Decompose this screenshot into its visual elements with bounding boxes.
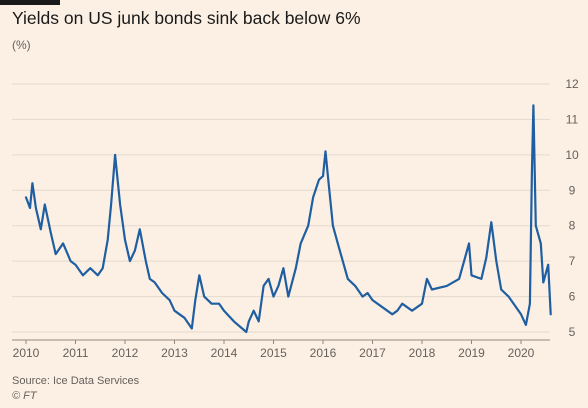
y-tick-label-12: 12 xyxy=(565,77,579,91)
credit-note: © FT xyxy=(12,390,37,402)
unit-label: (%) xyxy=(12,38,31,52)
y-tick-label-10: 10 xyxy=(565,148,579,162)
y-tick-label-5: 5 xyxy=(569,325,576,339)
source-note: Source: Ice Data Services xyxy=(12,375,140,387)
y-tick-label-7: 7 xyxy=(569,254,576,268)
x-tick-label-2020: 2020 xyxy=(508,346,535,360)
chart-title: Yields on US junk bonds sink back below … xyxy=(12,8,361,28)
x-tick-label-2018: 2018 xyxy=(409,346,436,360)
ft-brand-bar xyxy=(0,0,60,5)
y-tick-label-6: 6 xyxy=(569,290,576,304)
x-tick-label-2015: 2015 xyxy=(260,346,287,360)
x-tick-label-2017: 2017 xyxy=(359,346,386,360)
x-tick-label-2014: 2014 xyxy=(211,346,238,360)
x-tick-label-2011: 2011 xyxy=(63,346,89,360)
x-tick-label-2012: 2012 xyxy=(112,346,139,360)
x-tick-label-2016: 2016 xyxy=(310,346,337,360)
y-tick-label-11: 11 xyxy=(566,112,579,126)
x-tick-label-2013: 2013 xyxy=(161,346,188,360)
x-tick-label-2010: 2010 xyxy=(13,346,40,360)
series-line-0 xyxy=(24,104,552,334)
x-tick-label-2019: 2019 xyxy=(458,346,485,360)
y-tick-label-8: 8 xyxy=(569,219,576,233)
y-tick-label-9: 9 xyxy=(569,183,576,197)
